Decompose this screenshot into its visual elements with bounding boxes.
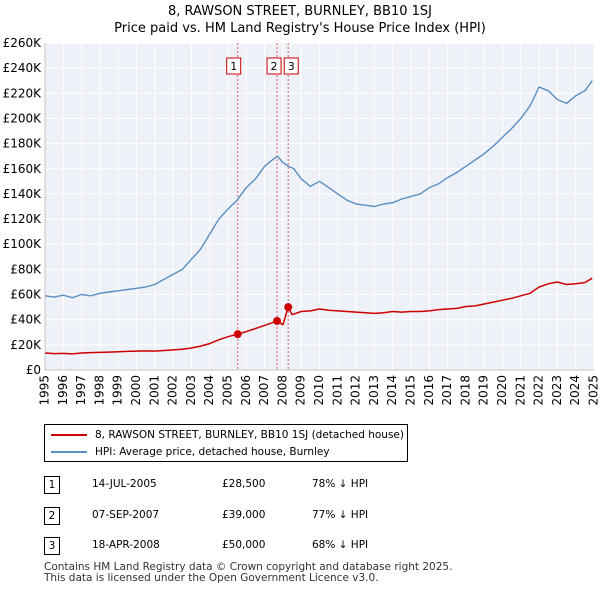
x-tick-label: 2011 bbox=[330, 375, 344, 406]
transaction-date: 18-APR-2008 bbox=[92, 539, 160, 551]
x-tick-label: 2001 bbox=[147, 375, 161, 406]
x-tick-label: 2018 bbox=[458, 375, 472, 406]
y-tick-label: £20K bbox=[10, 338, 42, 352]
x-tick-label: 2016 bbox=[422, 375, 436, 406]
legend-item-hpi: HPI: Average price, detached house, Burn… bbox=[51, 445, 330, 459]
transaction-label-box-3 bbox=[283, 57, 299, 75]
transaction-label-box-2 bbox=[266, 57, 282, 75]
x-tick-label: 2006 bbox=[239, 375, 253, 406]
transaction-label-2: 2 bbox=[271, 60, 278, 73]
x-tick-label: 2022 bbox=[532, 375, 546, 406]
y-tick-label: £240K bbox=[3, 61, 43, 75]
legend-label-property: 8, RAWSON STREET, BURNLEY, BB10 1SJ (det… bbox=[95, 429, 404, 441]
y-tick-label: £100K bbox=[3, 237, 43, 251]
chart-title-line1: 8, RAWSON STREET, BURNLEY, BB10 1SJ bbox=[168, 4, 432, 19]
transaction-price: £28,500 bbox=[222, 478, 266, 490]
transaction-label-1: 1 bbox=[230, 60, 237, 73]
transaction-hpi: 77% ↓ HPI bbox=[312, 509, 369, 521]
transaction-point-1 bbox=[233, 330, 242, 339]
series-line-hpi bbox=[44, 80, 593, 299]
x-tick-label: 2020 bbox=[495, 375, 509, 406]
legend-swatch-property bbox=[51, 434, 87, 436]
x-tick-label: 2005 bbox=[221, 375, 235, 406]
x-tick-label: 2019 bbox=[477, 375, 491, 406]
x-tick-label: 2012 bbox=[349, 375, 363, 406]
legend-item-property: 8, RAWSON STREET, BURNLEY, BB10 1SJ (det… bbox=[51, 428, 404, 442]
footer-line1: Contains HM Land Registry data © Crown c… bbox=[44, 561, 453, 573]
series-line-property bbox=[44, 277, 593, 355]
transaction-point-3 bbox=[284, 303, 293, 312]
chart-title-line2: Price paid vs. HM Land Registry's House … bbox=[114, 21, 486, 36]
x-tick-label: 2008 bbox=[275, 375, 289, 406]
transaction-point-2 bbox=[273, 316, 282, 325]
x-tick-label: 1995 bbox=[38, 375, 52, 406]
x-tick-label: 1996 bbox=[56, 375, 70, 406]
x-tick-label: 2009 bbox=[294, 375, 308, 406]
y-tick-label: £80K bbox=[10, 262, 42, 276]
transaction-label-3: 3 bbox=[288, 60, 295, 73]
y-tick-label: £60K bbox=[10, 288, 42, 302]
footer-line2: This data is licensed under the Open Gov… bbox=[44, 572, 379, 584]
chart-legend: 8, RAWSON STREET, BURNLEY, BB10 1SJ (det… bbox=[44, 424, 408, 462]
y-tick-label: £260K bbox=[3, 36, 43, 50]
transaction-marker-1: 1 bbox=[44, 476, 60, 494]
y-tick-label: £180K bbox=[3, 137, 43, 151]
transaction-hpi: 68% ↓ HPI bbox=[312, 539, 369, 551]
y-tick-label: £120K bbox=[3, 212, 43, 226]
x-tick-label: 2004 bbox=[202, 375, 216, 406]
transaction-hpi: 78% ↓ HPI bbox=[312, 478, 369, 490]
x-tick-label: 2000 bbox=[129, 375, 143, 406]
transaction-label-box-1 bbox=[226, 57, 242, 75]
transaction-marker-2: 2 bbox=[44, 507, 60, 525]
transaction-date: 14-JUL-2005 bbox=[92, 478, 157, 490]
transaction-marker-3: 3 bbox=[44, 537, 60, 555]
y-tick-label: £0 bbox=[26, 363, 41, 377]
transaction-price: £39,000 bbox=[222, 509, 266, 521]
x-tick-label: 1997 bbox=[74, 375, 88, 406]
transaction-date: 07-SEP-2007 bbox=[92, 509, 160, 521]
x-tick-label: 2024 bbox=[568, 375, 582, 406]
legend-swatch-hpi bbox=[51, 451, 87, 453]
y-tick-label: £220K bbox=[3, 86, 43, 100]
x-tick-label: 2017 bbox=[440, 375, 454, 406]
x-tick-label: 2023 bbox=[550, 375, 564, 406]
x-tick-label: 2002 bbox=[166, 375, 180, 406]
footer-attribution: Contains HM Land Registry data © Crown c… bbox=[44, 562, 452, 584]
transaction-price: £50,000 bbox=[222, 539, 266, 551]
y-tick-label: £200K bbox=[3, 111, 43, 125]
x-tick-label: 2025 bbox=[587, 375, 600, 406]
x-tick-label: 1999 bbox=[111, 375, 125, 406]
x-tick-label: 1998 bbox=[92, 375, 106, 406]
price-chart: £0 £20K £40K £60K £80K £100K £120K £140K £160K £1… bbox=[3, 36, 600, 406]
y-tick-label: £160K bbox=[3, 162, 43, 176]
legend-label-hpi: HPI: Average price, detached house, Burn… bbox=[95, 446, 330, 458]
x-tick-label: 2014 bbox=[385, 375, 399, 406]
x-tick-label: 2010 bbox=[312, 375, 326, 406]
y-tick-label: £140K bbox=[3, 187, 43, 201]
x-tick-label: 2003 bbox=[184, 375, 198, 406]
y-tick-label: £40K bbox=[10, 313, 42, 327]
x-tick-label: 2007 bbox=[257, 375, 271, 406]
x-tick-label: 2021 bbox=[513, 375, 527, 406]
x-tick-label: 2015 bbox=[404, 375, 418, 406]
x-tick-label: 2013 bbox=[367, 375, 381, 406]
